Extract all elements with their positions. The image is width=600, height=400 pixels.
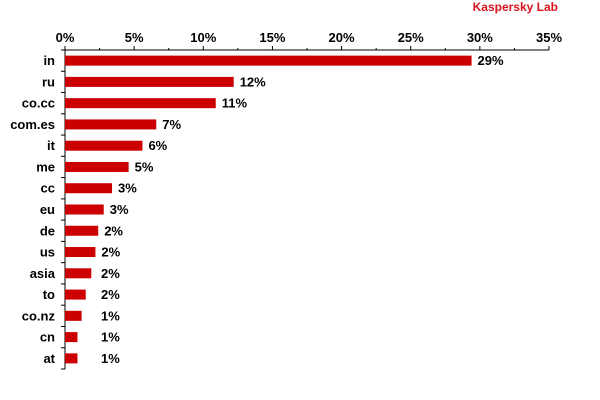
x-tick-label: 35% <box>536 30 562 45</box>
bar <box>65 76 234 87</box>
x-tick-label: 25% <box>398 30 424 45</box>
bar <box>65 289 86 300</box>
category-label: ru <box>42 74 55 89</box>
category-label: cn <box>40 330 55 345</box>
data-label: 1% <box>101 308 120 323</box>
data-label: 1% <box>101 351 120 366</box>
data-label: 7% <box>162 117 181 132</box>
bar <box>65 332 78 343</box>
bar <box>65 204 104 215</box>
x-tick-label: 5% <box>125 30 144 45</box>
bar <box>65 119 157 130</box>
data-label: 5% <box>135 159 154 174</box>
brand-label: Kaspersky Lab <box>472 0 558 14</box>
data-label: 2% <box>104 223 123 238</box>
bar <box>65 310 82 321</box>
category-label: asia <box>30 266 56 281</box>
category-label: us <box>40 245 55 260</box>
data-label: 2% <box>101 287 120 302</box>
x-tick-label: 20% <box>329 30 355 45</box>
category-label: it <box>47 138 56 153</box>
category-label: cc <box>41 181 55 196</box>
category-label: me <box>36 159 55 174</box>
data-label: 2% <box>101 245 120 260</box>
data-label: 12% <box>240 74 266 89</box>
data-label: 29% <box>478 53 504 68</box>
category-label: eu <box>40 202 55 217</box>
bar <box>65 98 216 109</box>
category-label: at <box>43 351 55 366</box>
bar <box>65 161 129 172</box>
data-label: 1% <box>101 330 120 345</box>
data-label: 3% <box>118 181 137 196</box>
bar <box>65 225 99 236</box>
bar <box>65 183 113 194</box>
data-label: 3% <box>110 202 129 217</box>
category-label: co.nz <box>22 308 56 323</box>
bar <box>65 140 143 151</box>
bar <box>65 353 78 364</box>
data-label: 6% <box>148 138 167 153</box>
x-tick-label: 30% <box>467 30 493 45</box>
category-label: com.es <box>10 117 55 132</box>
bar <box>65 268 92 279</box>
category-label: de <box>40 223 55 238</box>
bar <box>65 247 96 258</box>
x-tick-label: 15% <box>259 30 285 45</box>
data-label: 11% <box>222 96 248 111</box>
x-tick-label: 10% <box>190 30 216 45</box>
category-label: co.cc <box>22 96 55 111</box>
x-tick-label: 0% <box>56 30 75 45</box>
data-label: 2% <box>101 266 120 281</box>
category-label: in <box>43 53 55 68</box>
bar <box>65 55 472 66</box>
category-label: to <box>43 287 55 302</box>
